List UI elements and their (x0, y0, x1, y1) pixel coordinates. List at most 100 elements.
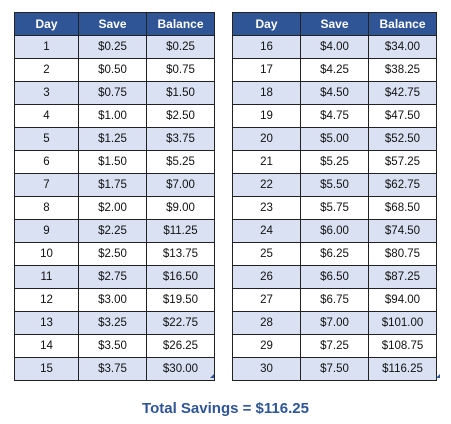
save-cell: $6.50 (300, 265, 369, 289)
table-row: 25 $6.25 $80.75 (232, 242, 437, 266)
savings-table-days-1-15: Day Save Balance 1 $0.25 $0.25 2 $0.50 $0.75 3… (14, 12, 215, 381)
save-cell: $3.25 (78, 311, 147, 335)
save-cell: $6.75 (300, 288, 369, 312)
balance-cell: $38.25 (368, 58, 437, 82)
day-cell: 28 (232, 311, 301, 335)
table-row: 6 $1.50 $5.25 (14, 150, 215, 174)
day-cell: 19 (232, 104, 301, 128)
table-row: 12 $3.00 $19.50 (14, 288, 215, 312)
day-cell: 24 (232, 219, 301, 243)
day-cell: 29 (232, 334, 301, 358)
savings-table-days-16-30: Day Save Balance 16 $4.00 $34.00 17 $4.25 $38… (232, 12, 437, 381)
day-cell: 10 (14, 242, 79, 266)
save-cell: $7.25 (300, 334, 369, 358)
balance-cell: $22.75 (146, 311, 215, 335)
balance-cell: $80.75 (368, 242, 437, 266)
save-cell: $2.00 (78, 196, 147, 220)
table-row: 21 $5.25 $57.25 (232, 150, 437, 174)
header-day: Day (14, 12, 79, 36)
day-cell: 16 (232, 35, 301, 59)
save-cell: $3.75 (78, 357, 147, 381)
balance-cell: $108.75 (368, 334, 437, 358)
table-row: 26 $6.50 $87.25 (232, 265, 437, 289)
save-cell: $1.25 (78, 127, 147, 151)
day-cell: 7 (14, 173, 79, 197)
day-cell: 21 (232, 150, 301, 174)
table-row: 11 $2.75 $16.50 (14, 265, 215, 289)
day-cell: 14 (14, 334, 79, 358)
save-cell: $1.00 (78, 104, 147, 128)
balance-cell: $42.75 (368, 81, 437, 105)
save-cell: $0.75 (78, 81, 147, 105)
total-savings: Total Savings = $116.25 (142, 400, 309, 417)
balance-cell: $2.50 (146, 104, 215, 128)
header-save: Save (78, 12, 147, 36)
save-cell: $1.75 (78, 173, 147, 197)
table-resize-handle-icon (436, 374, 440, 378)
table-row: 1 $0.25 $0.25 (14, 35, 215, 59)
save-cell: $0.50 (78, 58, 147, 82)
day-cell: 17 (232, 58, 301, 82)
table-row: 5 $1.25 $3.75 (14, 127, 215, 151)
day-cell: 2 (14, 58, 79, 82)
table-row: 10 $2.50 $13.75 (14, 242, 215, 266)
day-cell: 11 (14, 265, 79, 289)
balance-cell: $7.00 (146, 173, 215, 197)
balance-cell: $87.25 (368, 265, 437, 289)
save-cell: $2.75 (78, 265, 147, 289)
day-cell: 15 (14, 357, 79, 381)
save-cell: $0.25 (78, 35, 147, 59)
table-row: 2 $0.50 $0.75 (14, 58, 215, 82)
table-row: 30 $7.50 $116.25 (232, 357, 437, 381)
day-cell: 18 (232, 81, 301, 105)
day-cell: 20 (232, 127, 301, 151)
day-cell: 5 (14, 127, 79, 151)
save-cell: $5.25 (300, 150, 369, 174)
save-cell: $3.50 (78, 334, 147, 358)
balance-cell: $1.50 (146, 81, 215, 105)
balance-cell: $0.25 (146, 35, 215, 59)
balance-cell: $11.25 (146, 219, 215, 243)
table-row: 28 $7.00 $101.00 (232, 311, 437, 335)
table-row: 22 $5.50 $62.75 (232, 173, 437, 197)
header-balance: Balance (368, 12, 437, 36)
day-cell: 9 (14, 219, 79, 243)
save-cell: $1.50 (78, 150, 147, 174)
save-cell: $6.00 (300, 219, 369, 243)
day-cell: 8 (14, 196, 79, 220)
table-row: 18 $4.50 $42.75 (232, 81, 437, 105)
save-cell: $7.50 (300, 357, 369, 381)
table-header-row: Day Save Balance (14, 12, 215, 36)
balance-cell: $3.75 (146, 127, 215, 151)
table-row: 4 $1.00 $2.50 (14, 104, 215, 128)
balance-cell: $9.00 (146, 196, 215, 220)
day-cell: 6 (14, 150, 79, 174)
day-cell: 3 (14, 81, 79, 105)
save-cell: $2.50 (78, 242, 147, 266)
save-cell: $4.50 (300, 81, 369, 105)
table-body: 16 $4.00 $34.00 17 $4.25 $38.25 18 $4.50 $42.75 1… (232, 35, 437, 381)
header-save: Save (300, 12, 369, 36)
balance-cell: $101.00 (368, 311, 437, 335)
save-cell: $3.00 (78, 288, 147, 312)
table-resize-handle-icon (210, 374, 214, 378)
table-body: 1 $0.25 $0.25 2 $0.50 $0.75 3 $0.75 $1.50 4 $1.00 $… (14, 35, 215, 381)
save-cell: $4.25 (300, 58, 369, 82)
balance-cell: $52.50 (368, 127, 437, 151)
balance-cell: $68.50 (368, 196, 437, 220)
balance-cell: $5.25 (146, 150, 215, 174)
balance-cell: $30.00 (146, 357, 215, 381)
balance-cell: $74.50 (368, 219, 437, 243)
balance-cell: $26.25 (146, 334, 215, 358)
day-cell: 30 (232, 357, 301, 381)
table-row: 16 $4.00 $34.00 (232, 35, 437, 59)
table-row: 20 $5.00 $52.50 (232, 127, 437, 151)
balance-cell: $34.00 (368, 35, 437, 59)
balance-cell: $47.50 (368, 104, 437, 128)
day-cell: 25 (232, 242, 301, 266)
table-header-row: Day Save Balance (232, 12, 437, 36)
table-row: 23 $5.75 $68.50 (232, 196, 437, 220)
balance-cell: $116.25 (368, 357, 437, 381)
table-row: 29 $7.25 $108.75 (232, 334, 437, 358)
save-cell: $4.75 (300, 104, 369, 128)
